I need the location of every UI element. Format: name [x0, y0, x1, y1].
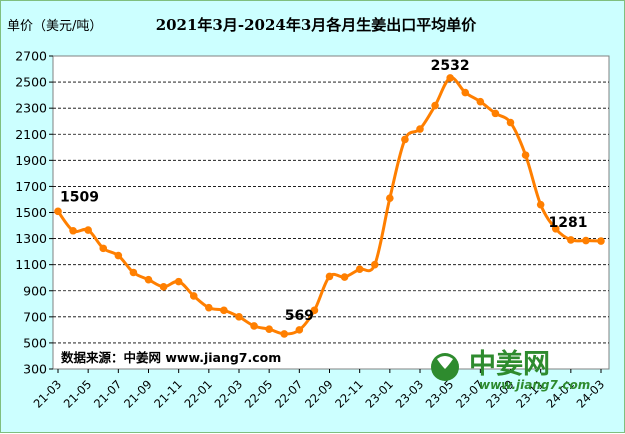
data-point: [54, 207, 62, 216]
data-point: [431, 101, 439, 110]
data-label: 2532: [431, 58, 470, 74]
data-point: [506, 118, 515, 127]
data-point: [536, 200, 545, 209]
watermark-logo: 中姜网 www.jiang7.com: [431, 348, 590, 392]
data-point: [325, 272, 334, 281]
data-point: [99, 244, 108, 253]
data-point: [597, 237, 605, 245]
data-label: 569: [285, 308, 314, 324]
x-tick-label: 22-03: [212, 377, 246, 411]
data-point: [340, 273, 349, 281]
data-point: [567, 236, 575, 244]
y-tick-label: 2300: [15, 101, 47, 116]
x-tick-label: 23-01: [362, 377, 396, 411]
data-point: [189, 292, 198, 300]
data-point: [476, 97, 485, 106]
x-tick-label: 23-05: [423, 377, 457, 411]
gridlines: [53, 81, 609, 344]
data-point: [370, 260, 379, 269]
x-tick-label: 22-11: [332, 377, 366, 411]
x-tick-label: 23-03: [393, 377, 427, 411]
series-layer: [54, 74, 605, 338]
data-point: [386, 194, 394, 202]
data-point: [129, 268, 138, 277]
data-point: [159, 283, 168, 291]
y-tick-label: 1100: [15, 257, 47, 272]
data-point: [310, 306, 319, 315]
data-point: [416, 125, 424, 133]
y-tick-label: 500: [23, 335, 47, 350]
y-tick-label: 2500: [15, 75, 47, 90]
y-tick-label: 900: [23, 283, 47, 298]
data-point: [220, 306, 228, 315]
data-point: [446, 74, 454, 82]
chart-title: 2021年3月-2024年3月各月生姜出口平均单价: [156, 16, 478, 34]
data-point: [235, 313, 243, 321]
x-tick-label: 21-03: [31, 377, 65, 411]
y-tick-label: 300: [23, 362, 47, 377]
x-tick-label: 22-05: [242, 377, 276, 411]
data-labels: 1509 569 2532 1281: [60, 58, 587, 324]
y-axis: 300 500 700 900 1100 1300 1500 1700 1900 2100 2300…: [15, 49, 53, 377]
y-tick-label: 2700: [15, 49, 47, 64]
data-point: [521, 151, 530, 159]
x-tick-label: 21-09: [121, 377, 155, 411]
data-point: [265, 325, 273, 334]
watermark-url: www.jiang7.com: [479, 378, 590, 392]
y-tick-label: 1500: [15, 205, 47, 220]
data-point: [84, 226, 92, 234]
y-tick-label: 1900: [15, 153, 47, 168]
y-tick-label: 2100: [15, 127, 47, 142]
data-point: [144, 275, 153, 284]
data-point: [114, 251, 123, 260]
data-point: [250, 322, 258, 330]
y-tick-label: 1700: [15, 179, 47, 194]
source-note: 数据来源：中姜网 www.jiang7.com: [60, 350, 281, 365]
data-point: [401, 135, 409, 144]
data-label: 1509: [60, 189, 99, 205]
data-point: [582, 236, 590, 245]
data-point: [205, 303, 213, 312]
x-tick-label: 21-05: [61, 377, 95, 411]
y-tick-label: 1300: [15, 231, 47, 246]
data-point: [491, 109, 500, 118]
x-tick-label: 21-07: [91, 377, 125, 411]
x-tick-label: 22-07: [272, 377, 306, 411]
y-axis-unit-label: 单价（美元/吨）: [7, 19, 102, 34]
data-point: [355, 265, 364, 274]
x-tick-label: 21-11: [151, 377, 185, 411]
y-tick-label: 700: [23, 309, 47, 324]
data-point: [69, 226, 77, 235]
data-point: [295, 326, 304, 334]
watermark-brand: 中姜网: [469, 348, 550, 380]
data-point: [551, 225, 560, 233]
x-tick-label: 22-01: [181, 377, 215, 411]
data-point: [280, 330, 289, 338]
data-point: [461, 88, 470, 97]
data-point: [174, 277, 183, 286]
data-label: 1281: [549, 215, 588, 231]
x-tick-label: 22-09: [302, 377, 336, 411]
